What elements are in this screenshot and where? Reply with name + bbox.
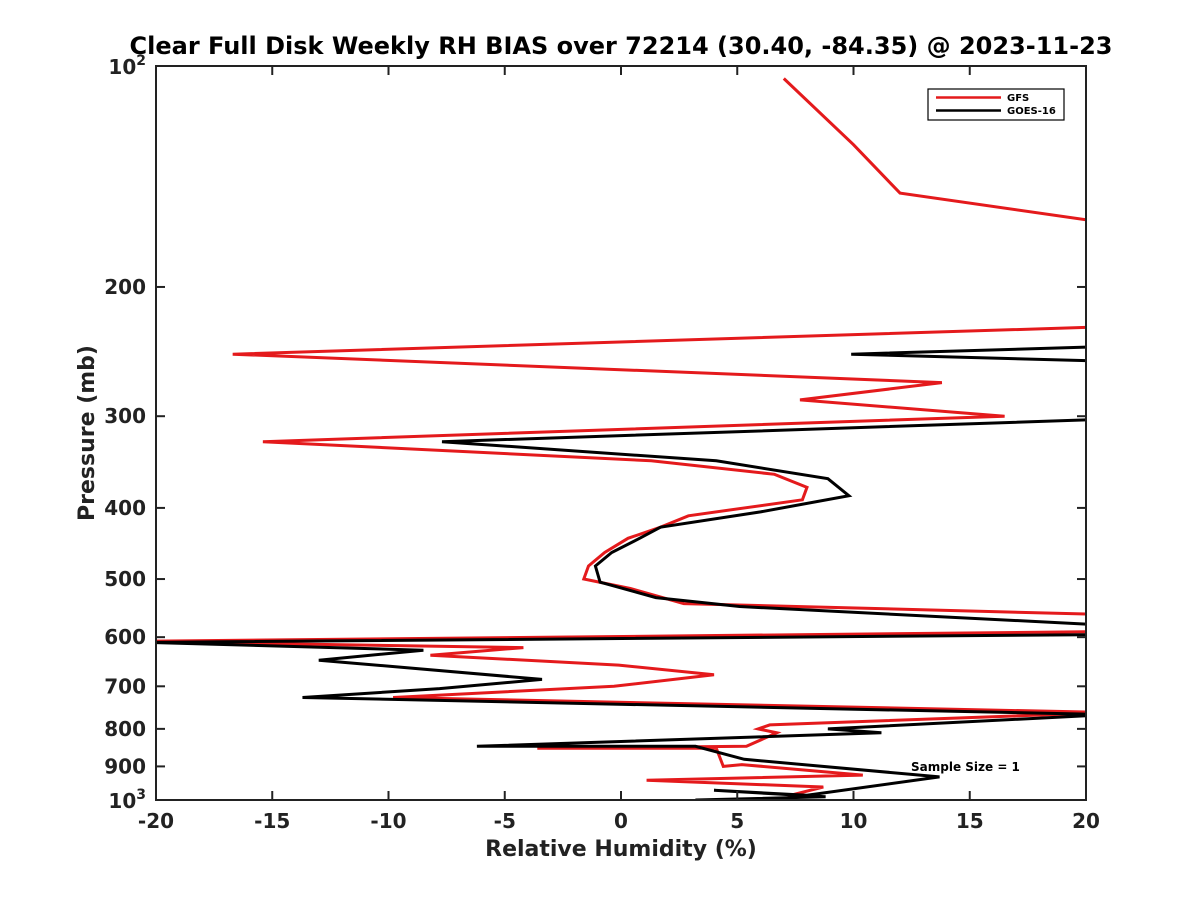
y-tick-label: 700 (104, 674, 146, 698)
y-tick-label: 400 (104, 496, 146, 520)
y-tick-label: 600 (104, 625, 146, 649)
y-tick-label: 300 (104, 404, 146, 428)
x-tick-label: 0 (614, 809, 628, 833)
x-axis: -20 -15 -10 -5 0 5 10 15 20 (138, 66, 1100, 833)
y-top-exponent: 2 (136, 53, 146, 69)
chart-title: Clear Full Disk Weekly RH BIAS over 7221… (130, 32, 1113, 60)
x-axis-label: Relative Humidity (%) (485, 837, 757, 862)
x-tick-label: -15 (254, 809, 290, 833)
legend-label-gfs: GFS (1007, 93, 1029, 104)
sample-size-annotation: Sample Size = 1 (911, 760, 1020, 774)
y-tick-label: 800 (104, 717, 146, 741)
y-bottom-exponent: 3 (136, 787, 146, 803)
y-tick-label: 500 (104, 567, 146, 591)
y-top-base: 10 (108, 55, 136, 79)
series-line-gfs (156, 77, 1086, 800)
x-tick-label: -5 (494, 809, 516, 833)
y-axis-label: Pressure (mb) (75, 345, 100, 521)
y-tick-label-top: 102 (108, 53, 146, 79)
x-tick-label: 20 (1072, 809, 1100, 833)
x-tick-label: -20 (138, 809, 174, 833)
y-tick-label-bottom: 103 (108, 787, 146, 813)
series-layer (156, 77, 1086, 800)
y-bottom-base: 10 (108, 789, 136, 813)
x-tick-label: 10 (840, 809, 868, 833)
x-tick-label: 15 (956, 809, 984, 833)
y-tick-label: 900 (104, 754, 146, 778)
legend-label-goes16: GOES-16 (1007, 106, 1056, 117)
legend-box (927, 88, 1065, 121)
legend: GFS GOES-16 (927, 88, 1065, 121)
x-tick-label: 5 (730, 809, 744, 833)
series-line-goes16 (156, 345, 1086, 800)
x-tick-label: -10 (370, 809, 406, 833)
y-tick-label: 200 (104, 275, 146, 299)
